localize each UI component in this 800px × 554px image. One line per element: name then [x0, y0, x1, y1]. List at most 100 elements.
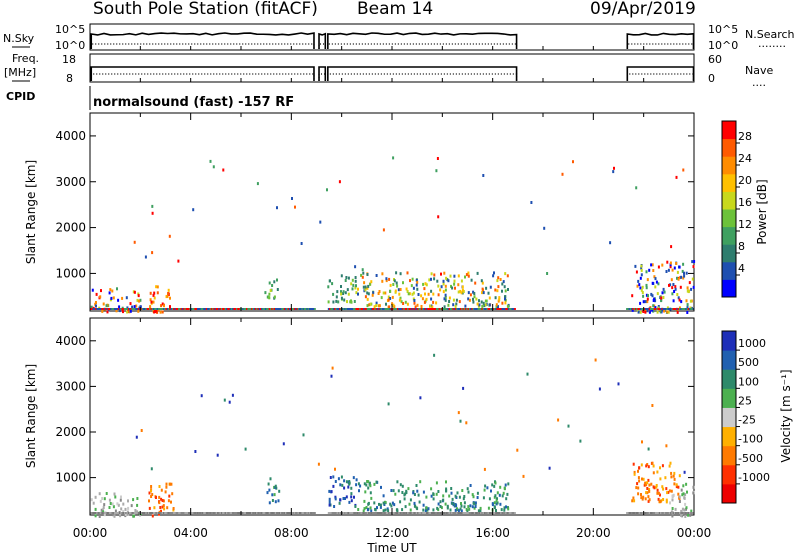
range-gate-cell: [670, 278, 673, 282]
ground-cell: [351, 512, 354, 514]
range-gate-cell: [169, 296, 171, 300]
range-gate-cell: [333, 505, 336, 508]
power-colorbar-tick-label: 12: [738, 218, 752, 231]
range-gate-cell: [169, 305, 171, 309]
range-gate-cell: [353, 300, 356, 303]
range-gate-cell: [425, 495, 428, 499]
range-gate-cell: [442, 279, 445, 283]
range-gate-cell: [451, 286, 454, 290]
range-gate-cell: [642, 495, 645, 499]
range-gate-cell: [389, 502, 392, 506]
range-gate-cell: [686, 306, 689, 310]
isolated-cell: [682, 168, 685, 172]
range-gate-cell: [391, 501, 394, 505]
range-gate-cell: [327, 285, 330, 289]
ground-cell: [370, 512, 373, 514]
ground-cell: [118, 308, 121, 310]
ground-cell: [253, 308, 256, 310]
range-gate-cell: [156, 291, 159, 295]
ground-cell: [264, 308, 267, 310]
range-gate-cell: [373, 501, 376, 505]
range-gate-cell: [158, 485, 161, 488]
range-gate-cell: [654, 277, 657, 281]
range-gate-cell: [659, 477, 662, 481]
ground-cell: [677, 308, 680, 310]
ground-cell: [365, 512, 368, 514]
ground-cell: [504, 512, 506, 514]
range-gate-cell: [340, 285, 342, 288]
range-gate-cell: [660, 299, 663, 303]
ground-cell: [409, 512, 412, 514]
isolated-cell: [561, 172, 564, 176]
ground-cell: [168, 512, 170, 514]
ground-cell: [381, 512, 384, 514]
ground-cell: [428, 512, 431, 514]
ground-cell: [408, 512, 411, 514]
range-gate-cell: [369, 302, 372, 306]
ground-cell: [145, 308, 148, 310]
range-gate-cell: [382, 509, 385, 513]
ground-cell: [447, 308, 450, 310]
range-gate-cell: [344, 279, 347, 282]
range-gate-cell: [497, 305, 499, 309]
ground-cell: [302, 308, 305, 310]
range-gate-cell: [425, 506, 428, 510]
ground-cell: [400, 308, 403, 310]
range-gate-cell: [111, 502, 114, 506]
ground-cell: [495, 512, 497, 514]
isolated-cell: [683, 470, 686, 474]
range-gate-cell: [650, 482, 653, 486]
range-gate-cell: [167, 499, 170, 503]
ground-cell: [266, 308, 268, 310]
velocity-colorbar-tick-label: -100: [738, 433, 763, 446]
ground-cell: [394, 308, 397, 310]
ground-cell: [247, 308, 250, 310]
isolated-cell: [641, 440, 643, 444]
ground-cell: [634, 308, 637, 310]
ground-cell: [332, 512, 335, 514]
ground-cell: [234, 512, 237, 514]
ground-cell: [499, 308, 501, 310]
ground-cell: [327, 308, 330, 310]
range-gate-cell: [644, 300, 647, 304]
ground-cell: [283, 308, 286, 310]
ground-cell: [462, 512, 465, 514]
range-gate-cell: [118, 305, 121, 309]
ground-cell: [345, 512, 348, 514]
range-gate-cell: [682, 492, 685, 496]
range-gate-cell: [124, 507, 127, 511]
ground-cell: [405, 308, 408, 310]
range-gate-cell: [417, 293, 420, 296]
range-gate-cell: [346, 300, 348, 304]
range-gate-cell: [165, 485, 168, 489]
ground-cell: [500, 512, 502, 514]
range-gate-cell: [443, 305, 446, 309]
ground-cell: [186, 308, 189, 310]
range-gate-cell: [332, 292, 335, 296]
range-gate-cell: [677, 296, 680, 300]
range-gate-cell: [465, 273, 468, 277]
ground-cell: [262, 512, 265, 514]
range-gate-cell: [396, 480, 399, 484]
ground-cell: [433, 308, 436, 310]
range-gate-cell: [507, 482, 510, 486]
range-gate-cell: [393, 503, 396, 507]
range-gate-cell: [375, 301, 378, 305]
isolated-cell: [151, 204, 154, 208]
ground-cell: [351, 308, 354, 310]
range-gate-cell: [132, 290, 135, 294]
range-gate-cell: [355, 284, 357, 288]
ground-cell: [472, 308, 475, 310]
range-gate-cell: [634, 264, 637, 268]
range-gate-cell: [686, 311, 689, 314]
ground-cell: [272, 308, 275, 310]
ground-cell: [410, 308, 413, 310]
ground-cell: [671, 512, 674, 514]
range-gate-cell: [460, 504, 463, 508]
ground-cell: [124, 308, 126, 310]
range-gate-cell: [437, 490, 440, 493]
y-tick-label: 3000: [55, 379, 86, 393]
isolated-cell: [675, 175, 678, 179]
ground-cell: [462, 308, 465, 310]
